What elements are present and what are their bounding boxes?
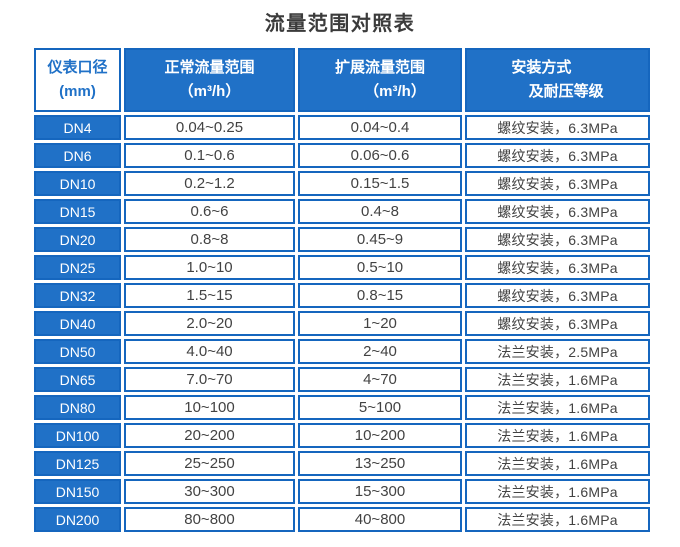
- col-header-normal-range: 正常流量范围 （m³/h）: [124, 48, 295, 112]
- header-install-line1: 安装方式: [511, 59, 572, 76]
- row-dn-cell: DN6: [34, 143, 121, 168]
- header-diameter-line1: 仪表口径: [47, 59, 108, 76]
- table-row: DN65 7.0~70 4~70 法兰安装，1.6MPa: [34, 367, 650, 392]
- header-normal-line2: （m³/h）: [178, 83, 241, 100]
- extended-range-cell: 15~300: [298, 479, 462, 504]
- row-dn-cell: DN50: [34, 339, 121, 364]
- extended-range-cell: 0.15~1.5: [298, 171, 462, 196]
- extended-range-cell: 0.06~0.6: [298, 143, 462, 168]
- row-dn-cell: DN20: [34, 227, 121, 252]
- row-dn-cell: DN150: [34, 479, 121, 504]
- table-row: DN80 10~100 5~100 法兰安装，1.6MPa: [34, 395, 650, 420]
- extended-range-cell: 0.45~9: [298, 227, 462, 252]
- extended-range-cell: 10~200: [298, 423, 462, 448]
- install-cell: 法兰安装，1.6MPa: [465, 423, 650, 448]
- normal-range-cell: 1.5~15: [124, 283, 295, 308]
- table-row: DN40 2.0~20 1~20 螺纹安装，6.3MPa: [34, 311, 650, 336]
- row-dn-cell: DN25: [34, 255, 121, 280]
- install-cell: 螺纹安装，6.3MPa: [465, 199, 650, 224]
- header-diameter-line2: (mm): [59, 83, 96, 100]
- table-row: DN25 1.0~10 0.5~10 螺纹安装，6.3MPa: [34, 255, 650, 280]
- page-title: 流量范围对照表: [264, 13, 416, 35]
- table-row: DN32 1.5~15 0.8~15 螺纹安装，6.3MPa: [34, 283, 650, 308]
- col-header-diameter: 仪表口径 (mm): [34, 48, 121, 112]
- row-dn-cell: DN80: [34, 395, 121, 420]
- normal-range-cell: 80~800: [124, 507, 295, 532]
- table-row: DN100 20~200 10~200 法兰安装，1.6MPa: [34, 423, 650, 448]
- normal-range-cell: 1.0~10: [124, 255, 295, 280]
- install-cell: 法兰安装，2.5MPa: [465, 339, 650, 364]
- row-dn-cell: DN200: [34, 507, 121, 532]
- table-row: DN6 0.1~0.6 0.06~0.6 螺纹安装，6.3MPa: [34, 143, 650, 168]
- install-cell: 法兰安装，1.6MPa: [465, 507, 650, 532]
- extended-range-cell: 0.4~8: [298, 199, 462, 224]
- row-dn-cell: DN40: [34, 311, 121, 336]
- table-row: DN15 0.6~6 0.4~8 螺纹安装，6.3MPa: [34, 199, 650, 224]
- normal-range-cell: 0.6~6: [124, 199, 295, 224]
- col-header-install: 安装方式 及耐压等级: [465, 48, 650, 112]
- extended-range-cell: 1~20: [298, 311, 462, 336]
- normal-range-cell: 0.2~1.2: [124, 171, 295, 196]
- install-cell: 法兰安装，1.6MPa: [465, 479, 650, 504]
- normal-range-cell: 0.8~8: [124, 227, 295, 252]
- install-cell: 螺纹安装，6.3MPa: [465, 171, 650, 196]
- table-row: DN20 0.8~8 0.45~9 螺纹安装，6.3MPa: [34, 227, 650, 252]
- row-dn-cell: DN15: [34, 199, 121, 224]
- header-normal-line1: 正常流量范围: [164, 59, 255, 76]
- extended-range-cell: 0.04~0.4: [298, 115, 462, 140]
- header-install-block: 安装方式 及耐压等级: [511, 56, 603, 104]
- install-cell: 法兰安装，1.6MPa: [465, 367, 650, 392]
- install-cell: 法兰安装，1.6MPa: [465, 451, 650, 476]
- normal-range-cell: 25~250: [124, 451, 295, 476]
- row-dn-cell: DN65: [34, 367, 121, 392]
- install-cell: 螺纹安装，6.3MPa: [465, 143, 650, 168]
- normal-range-cell: 7.0~70: [124, 367, 295, 392]
- row-dn-cell: DN4: [34, 115, 121, 140]
- table-row: DN200 80~800 40~800 法兰安装，1.6MPa: [34, 507, 650, 532]
- row-dn-cell: DN125: [34, 451, 121, 476]
- header-row: 仪表口径 (mm) 正常流量范围 （m³/h） 扩展流量范围 （m³/h） 安装…: [34, 48, 650, 112]
- install-cell: 螺纹安装，6.3MPa: [465, 227, 650, 252]
- normal-range-cell: 20~200: [124, 423, 295, 448]
- table-header: 仪表口径 (mm) 正常流量范围 （m³/h） 扩展流量范围 （m³/h） 安装…: [34, 48, 650, 112]
- normal-range-cell: 0.1~0.6: [124, 143, 295, 168]
- normal-range-cell: 30~300: [124, 479, 295, 504]
- table-body: DN4 0.04~0.25 0.04~0.4 螺纹安装，6.3MPa DN6 0.1~0.…: [34, 115, 650, 532]
- extended-range-cell: 4~70: [298, 367, 462, 392]
- extended-range-cell: 5~100: [298, 395, 462, 420]
- extended-range-cell: 2~40: [298, 339, 462, 364]
- table-row: DN50 4.0~40 2~40 法兰安装，2.5MPa: [34, 339, 650, 364]
- normal-range-cell: 10~100: [124, 395, 295, 420]
- install-cell: 法兰安装，1.6MPa: [465, 395, 650, 420]
- install-cell: 螺纹安装，6.3MPa: [465, 115, 650, 140]
- col-header-extended-range: 扩展流量范围 （m³/h）: [298, 48, 462, 112]
- row-dn-cell: DN100: [34, 423, 121, 448]
- header-install-line2: 及耐压等级: [528, 83, 604, 100]
- header-extended-line1: 扩展流量范围: [334, 59, 425, 76]
- row-dn-cell: DN10: [34, 171, 121, 196]
- row-dn-cell: DN32: [34, 283, 121, 308]
- normal-range-cell: 0.04~0.25: [124, 115, 295, 140]
- table-row: DN4 0.04~0.25 0.04~0.4 螺纹安装，6.3MPa: [34, 115, 650, 140]
- extended-range-cell: 0.5~10: [298, 255, 462, 280]
- header-extended-line2: （m³/h）: [364, 83, 426, 100]
- extended-range-cell: 0.8~15: [298, 283, 462, 308]
- flow-range-table: 仪表口径 (mm) 正常流量范围 （m³/h） 扩展流量范围 （m³/h） 安装…: [31, 45, 653, 535]
- table-row: DN10 0.2~1.2 0.15~1.5 螺纹安装，6.3MPa: [34, 171, 650, 196]
- install-cell: 螺纹安装，6.3MPa: [465, 255, 650, 280]
- table-row: DN150 30~300 15~300 法兰安装，1.6MPa: [34, 479, 650, 504]
- normal-range-cell: 4.0~40: [124, 339, 295, 364]
- extended-range-cell: 13~250: [298, 451, 462, 476]
- extended-range-cell: 40~800: [298, 507, 462, 532]
- normal-range-cell: 2.0~20: [124, 311, 295, 336]
- install-cell: 螺纹安装，6.3MPa: [465, 283, 650, 308]
- install-cell: 螺纹安装，6.3MPa: [465, 311, 650, 336]
- table-row: DN125 25~250 13~250 法兰安装，1.6MPa: [34, 451, 650, 476]
